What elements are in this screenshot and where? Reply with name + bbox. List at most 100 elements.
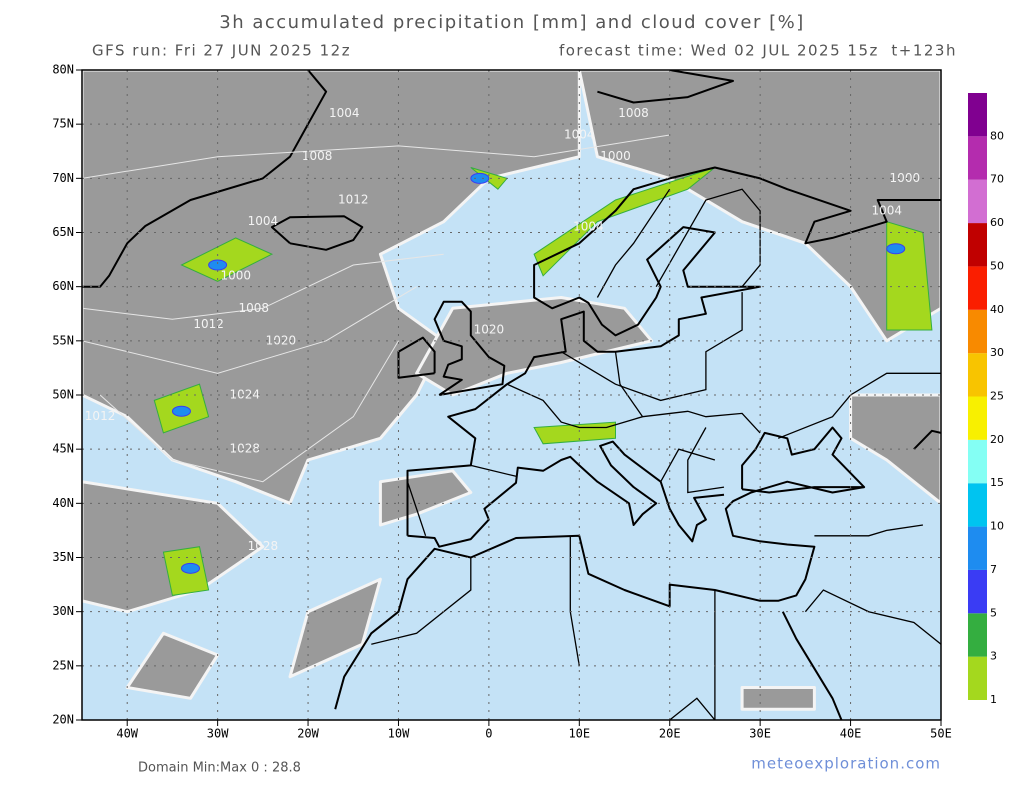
lat-label: 50N — [52, 388, 74, 402]
border — [660, 448, 716, 483]
isobar-label: 1000 — [890, 171, 921, 185]
border — [596, 188, 671, 298]
isobar-label: 1012 — [85, 409, 116, 423]
coastline — [781, 611, 843, 720]
lon-label: 20E — [659, 727, 681, 741]
colorbar-segment — [968, 179, 987, 224]
lat-label: 80N — [52, 63, 74, 77]
colorbar-label: 60 — [990, 216, 1004, 229]
lon-label: 30E — [749, 727, 771, 741]
lon-label: 10W — [388, 727, 410, 741]
border — [406, 481, 427, 537]
isobar-label: 1024 — [229, 388, 260, 402]
lat-label: 60N — [52, 279, 74, 293]
lat-label: 70N — [52, 171, 74, 185]
colorbar-segment — [968, 439, 987, 484]
isobar-label: 1004 — [329, 106, 360, 120]
isobar-label: 1000 — [220, 268, 251, 282]
border — [506, 383, 761, 434]
coastline — [334, 480, 865, 710]
precipitation-core — [886, 243, 906, 255]
lat-label: 55N — [52, 333, 74, 347]
lon-label: 20W — [297, 727, 319, 741]
precipitation-core — [181, 562, 201, 574]
colorbar-segment — [968, 353, 987, 397]
isobar-label: 1004 — [573, 220, 604, 234]
coastline — [82, 274, 83, 276]
isobar-label: 1020 — [474, 323, 505, 337]
coastline — [741, 426, 866, 494]
lat-label: 40N — [52, 496, 74, 510]
colorbar-segment — [968, 656, 987, 700]
colorbar-label: 10 — [990, 520, 1004, 533]
isobar-label: 1012 — [338, 193, 369, 207]
colorbar-segment — [968, 569, 987, 614]
lon-label: 10E — [568, 727, 590, 741]
precipitation-core — [470, 172, 490, 184]
colorbar-segment — [968, 613, 987, 657]
cloud-cover — [415, 296, 654, 397]
colorbar-label: 50 — [990, 259, 1004, 272]
coastline — [407, 440, 725, 548]
coastline — [913, 429, 941, 450]
lat-label: 25N — [52, 658, 74, 672]
isobar — [82, 286, 417, 374]
isobar — [82, 253, 444, 320]
lat-label: 20N — [52, 713, 74, 727]
precipitation-core — [171, 405, 191, 417]
run-info: GFS run: Fri 27 JUN 2025 12z — [92, 42, 351, 60]
border — [560, 292, 743, 402]
colorbar-label: 40 — [990, 303, 1004, 316]
isobar-label: 1004 — [248, 214, 279, 228]
border — [687, 427, 725, 494]
isobar — [99, 340, 399, 483]
cloud-cover — [577, 70, 941, 343]
domain-minmax: Domain Min:Max 0 : 28.8 — [138, 761, 301, 776]
colorbar-segment — [968, 483, 987, 527]
isobar-label: 1012 — [193, 317, 224, 331]
colorbar-label: 15 — [990, 476, 1004, 489]
lat-label: 65N — [52, 225, 74, 239]
colorbar-segment — [968, 266, 987, 310]
forecast-info: forecast time: Wed 02 JUL 2025 15z t+123… — [559, 42, 957, 60]
isobar-label: 1028 — [229, 442, 260, 456]
cloud-cover — [740, 686, 816, 711]
credit: meteoexploration.com — [751, 755, 941, 773]
coastline — [433, 300, 506, 396]
colorbar-label: 5 — [990, 606, 997, 619]
coastline — [270, 215, 364, 251]
colorbar-segment — [968, 136, 987, 180]
map: 1004 1008 1004 1000 1008 1012 1004 1000 1008 1012… — [82, 70, 941, 720]
colorbar-label: 30 — [990, 346, 1004, 359]
lon-label: 0 — [485, 727, 492, 741]
border — [655, 188, 761, 288]
lon-label: 40E — [840, 727, 862, 741]
lat-label: 75N — [52, 117, 74, 131]
cloud-cover — [125, 631, 220, 700]
colorbar-label: 1 — [990, 693, 997, 706]
colorbar-segment — [968, 93, 987, 137]
isobar-label: 1008 — [239, 301, 270, 315]
colorbar-label: 25 — [990, 390, 1004, 403]
lon-label: 30W — [207, 727, 229, 741]
isobar-label: 1004 — [871, 203, 902, 217]
colorbar-label: 20 — [990, 433, 1004, 446]
colorbar-label: 70 — [990, 173, 1004, 186]
title: 3h accumulated precipitation [mm] and cl… — [219, 12, 804, 33]
cloud-cover — [288, 577, 382, 679]
isobar-label: 1008 — [302, 149, 333, 163]
coastline — [597, 70, 734, 104]
precipitation — [533, 167, 716, 277]
border — [804, 589, 941, 645]
isobar-label: 1028 — [248, 539, 279, 553]
isobar-label: 1020 — [266, 333, 297, 347]
colorbar-segment — [968, 309, 987, 354]
lon-label: 40W — [116, 727, 138, 741]
border — [470, 464, 517, 477]
isobar-label: 1000 — [600, 149, 631, 163]
colorbar-segment — [968, 396, 987, 440]
lon-label: 50E — [930, 727, 952, 741]
border — [614, 351, 644, 418]
coastline — [82, 70, 328, 288]
